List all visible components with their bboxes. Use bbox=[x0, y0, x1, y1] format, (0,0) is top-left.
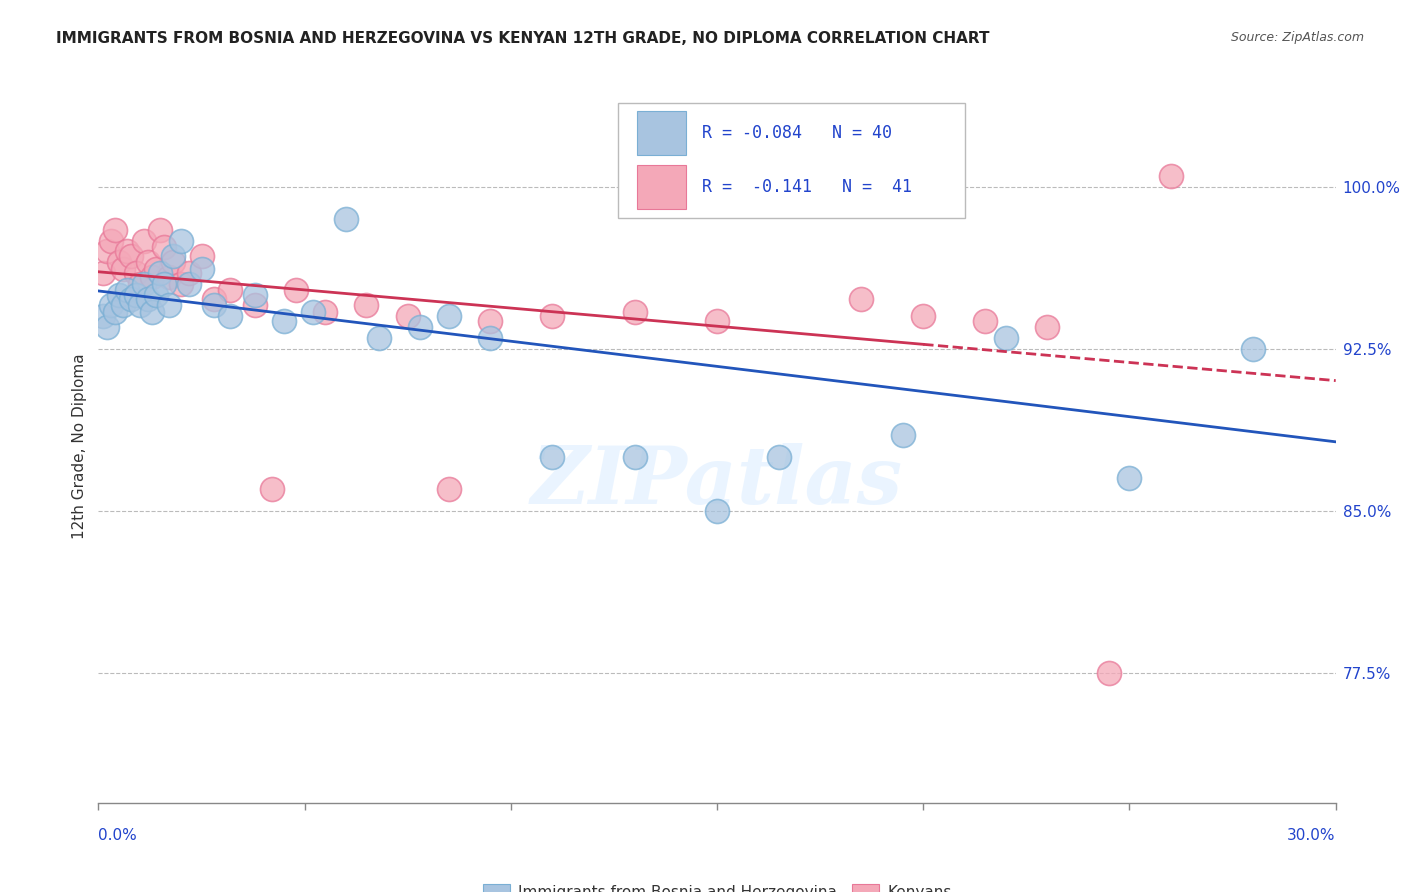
Point bbox=[1118, 471, 1140, 485]
Point bbox=[170, 234, 193, 248]
Point bbox=[124, 266, 146, 280]
Point bbox=[768, 450, 790, 464]
Point bbox=[141, 270, 163, 285]
Point bbox=[162, 255, 184, 269]
Point bbox=[91, 266, 114, 280]
Point bbox=[830, 169, 852, 183]
Point bbox=[96, 320, 118, 334]
Point bbox=[367, 331, 389, 345]
Point bbox=[104, 305, 127, 319]
Point bbox=[128, 298, 150, 312]
Bar bbox=[637, 165, 686, 209]
Point bbox=[190, 261, 212, 276]
Point bbox=[437, 482, 460, 496]
Point bbox=[124, 287, 146, 301]
Point bbox=[190, 249, 212, 263]
Point bbox=[179, 266, 201, 280]
Point bbox=[202, 298, 225, 312]
Point bbox=[314, 305, 336, 319]
Y-axis label: 12th Grade, No Diploma: 12th Grade, No Diploma bbox=[72, 353, 87, 539]
Point bbox=[145, 287, 167, 301]
Point bbox=[851, 292, 873, 306]
Point bbox=[219, 310, 242, 324]
Text: IMMIGRANTS FROM BOSNIA AND HERZEGOVINA VS KENYAN 12TH GRADE, NO DIPLOMA CORRELAT: IMMIGRANTS FROM BOSNIA AND HERZEGOVINA V… bbox=[56, 31, 990, 46]
Point bbox=[219, 283, 242, 297]
Point bbox=[285, 283, 308, 297]
Point bbox=[141, 305, 163, 319]
Legend: Immigrants from Bosnia and Herzegovina, Kenyans: Immigrants from Bosnia and Herzegovina, … bbox=[477, 878, 957, 892]
Point bbox=[100, 234, 122, 248]
Point bbox=[117, 283, 139, 297]
Point bbox=[128, 277, 150, 291]
Point bbox=[243, 287, 266, 301]
Point bbox=[120, 249, 142, 263]
Point bbox=[623, 305, 645, 319]
Point bbox=[179, 277, 201, 291]
Point bbox=[108, 287, 131, 301]
Text: 0.0%: 0.0% bbox=[98, 828, 138, 843]
Point bbox=[974, 313, 997, 327]
Point bbox=[100, 298, 122, 312]
Point bbox=[273, 313, 295, 327]
Point bbox=[117, 244, 139, 259]
Point bbox=[1160, 169, 1182, 183]
Point bbox=[409, 320, 432, 334]
Point bbox=[104, 223, 127, 237]
Point bbox=[260, 482, 283, 496]
Bar bbox=[637, 112, 686, 155]
Point bbox=[623, 450, 645, 464]
Point bbox=[706, 504, 728, 518]
Point bbox=[202, 292, 225, 306]
Point bbox=[396, 310, 419, 324]
Point bbox=[153, 277, 176, 291]
Point bbox=[120, 292, 142, 306]
Point bbox=[1098, 666, 1121, 681]
Point bbox=[136, 292, 159, 306]
Point bbox=[91, 310, 114, 324]
Point bbox=[479, 313, 502, 327]
Point bbox=[243, 298, 266, 312]
FancyBboxPatch shape bbox=[619, 103, 965, 218]
Point bbox=[112, 298, 135, 312]
Point bbox=[149, 266, 172, 280]
Point bbox=[706, 313, 728, 327]
Text: 30.0%: 30.0% bbox=[1288, 828, 1336, 843]
Point bbox=[541, 310, 564, 324]
Point bbox=[994, 331, 1017, 345]
Point bbox=[149, 223, 172, 237]
Point bbox=[912, 310, 935, 324]
Point bbox=[789, 169, 811, 183]
Point bbox=[112, 261, 135, 276]
Point bbox=[145, 261, 167, 276]
Point bbox=[162, 249, 184, 263]
Text: ZIPatlas: ZIPatlas bbox=[531, 443, 903, 520]
Point bbox=[136, 255, 159, 269]
Point bbox=[153, 240, 176, 254]
Text: R =  -0.141   N =  41: R = -0.141 N = 41 bbox=[702, 178, 912, 196]
Point bbox=[157, 298, 180, 312]
Point bbox=[132, 277, 155, 291]
Point bbox=[891, 428, 914, 442]
Point bbox=[437, 310, 460, 324]
Point bbox=[335, 211, 357, 226]
Point bbox=[157, 270, 180, 285]
Point bbox=[108, 255, 131, 269]
Point bbox=[1036, 320, 1059, 334]
Point bbox=[302, 305, 325, 319]
Text: R = -0.084   N = 40: R = -0.084 N = 40 bbox=[702, 124, 893, 142]
Text: Source: ZipAtlas.com: Source: ZipAtlas.com bbox=[1230, 31, 1364, 45]
Point bbox=[479, 331, 502, 345]
Point bbox=[170, 277, 193, 291]
Point bbox=[541, 450, 564, 464]
Point bbox=[96, 244, 118, 259]
Point bbox=[356, 298, 378, 312]
Point bbox=[1241, 342, 1264, 356]
Point bbox=[132, 234, 155, 248]
